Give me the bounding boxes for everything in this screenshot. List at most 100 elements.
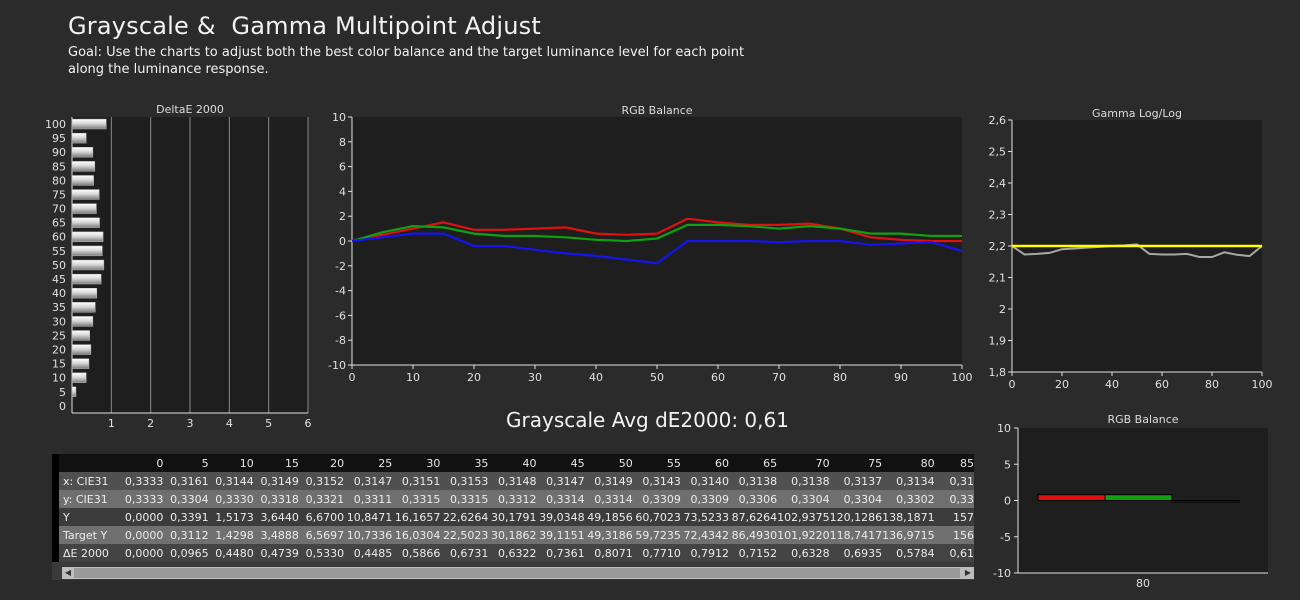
y-tick-label: 2 (339, 210, 346, 223)
y-tick-label: 2 (999, 303, 1006, 316)
table-cell: 0,6328 (777, 544, 830, 562)
table-cell: 0,3302 (882, 490, 935, 508)
table-cell: 102,9375 (777, 508, 830, 526)
table-cell: 156 (934, 526, 974, 544)
column-header: 80 (882, 454, 935, 472)
x-tick-label: 80 (1205, 378, 1219, 391)
y-tick-label: 2,1 (989, 272, 1007, 285)
table-cell: 138,1871 (882, 508, 935, 526)
y-tick-label: 2,3 (989, 209, 1007, 222)
table-cell: 0,3148 (488, 472, 537, 490)
table-cell: 0,3304 (777, 490, 830, 508)
y-tick-label: 0 (339, 235, 346, 248)
y-tick-label: 35 (52, 301, 66, 314)
deltae-bar (71, 358, 90, 369)
y-tick-label: 40 (52, 287, 66, 300)
table-scrollbar[interactable]: ◀ ▶ (62, 567, 974, 579)
table-cell: 0,3309 (680, 490, 729, 508)
y-tick-label: 45 (52, 273, 66, 286)
row-selector (52, 526, 59, 544)
table-cell: 0,3149 (253, 472, 299, 490)
column-header: 85 (934, 454, 974, 472)
rgb-bar (1104, 494, 1173, 501)
y-tick-label: 0 (59, 400, 66, 413)
y-tick-label: 100 (45, 118, 66, 131)
table-row[interactable]: Y 0,0000 0,3391 1,5173 3,6440 6,6700 10,8471 16… (52, 508, 974, 526)
table-cell: 136,9715 (882, 526, 935, 544)
scroll-thumb[interactable] (74, 568, 960, 578)
column-header: 50 (584, 454, 633, 472)
data-table[interactable]: 0 5 10 15 20 25 30 35 40 45 50 55 60 65 70 75 80 85 x: CIE… (52, 454, 974, 580)
column-header: 55 (632, 454, 681, 472)
table-cell: 0,3149 (584, 472, 633, 490)
row-selector (52, 454, 59, 472)
x-tick-label: 1 (108, 417, 115, 430)
table-cell: 22,6264 (440, 508, 489, 526)
table-row[interactable]: x: CIE31 0,3333 0,3161 0,3144 0,3149 0,3152 0,… (52, 472, 974, 490)
column-header: 35 (440, 454, 489, 472)
table-cell: 39,0348 (536, 508, 585, 526)
y-tick-label: -4 (335, 285, 346, 298)
x-tick-label: 100 (1252, 378, 1273, 391)
scroll-left-icon[interactable]: ◀ (64, 568, 72, 577)
chart-title: RGB Balance (1107, 413, 1178, 426)
column-header: 60 (680, 454, 729, 472)
x-tick-label: 90 (894, 371, 908, 384)
table-cell: 0,8071 (584, 544, 633, 562)
table-cell: 30,1862 (488, 526, 537, 544)
y-tick-label: 30 (52, 315, 66, 328)
row-label: y: CIE31 (58, 490, 119, 508)
table-cell: 0,3333 (118, 490, 164, 508)
deltae-bar (71, 330, 90, 341)
table-cell: 101,9220 (777, 526, 830, 544)
y-tick-label: -10 (328, 359, 346, 372)
table-row[interactable]: ΔE 2000 0,0000 0,0965 0,4480 0,4739 0,5330 0,4… (52, 544, 974, 562)
grayscale-avg-de: Grayscale Avg dE2000: 0,61 (506, 408, 789, 432)
deltae-bar (71, 147, 94, 158)
table-row[interactable]: y: CIE31 0,3333 0,3304 0,3330 0,3318 0,3321 0,… (52, 490, 974, 508)
table-cell: 0,3314 (584, 490, 633, 508)
table-cell: 0,3137 (829, 472, 883, 490)
table-cell: 0,3144 (208, 472, 254, 490)
y-tick-label: 25 (52, 329, 66, 342)
table-cell: 10,8471 (344, 508, 393, 526)
y-tick-label: 2,2 (989, 240, 1007, 253)
table-cell: 0,3391 (163, 508, 209, 526)
column-header: 30 (392, 454, 441, 472)
x-tick-label: 4 (226, 417, 233, 430)
table-cell: 0,4739 (253, 544, 299, 562)
y-tick-label: 2,5 (989, 146, 1007, 159)
table-cell: 10,7336 (344, 526, 393, 544)
rgb-balance-bar-chart: RGB Balance 10 5 0 -5 -10 80 (993, 413, 1268, 590)
row-selector (52, 544, 59, 562)
y-tick-label: -2 (335, 260, 346, 273)
deltae-bar (71, 372, 87, 383)
scroll-right-icon[interactable]: ▶ (964, 568, 972, 577)
table-cell: 73,5233 (680, 508, 729, 526)
table-cell: 86,4930 (728, 526, 778, 544)
y-tick-label: 15 (52, 358, 66, 371)
column-header: 75 (829, 454, 883, 472)
table-cell: 16,0304 (392, 526, 441, 544)
chart-title: Gamma Log/Log (1092, 107, 1182, 120)
column-header: 45 (536, 454, 585, 472)
column-header: 10 (208, 454, 254, 472)
row-label: x: CIE31 (58, 472, 119, 490)
deltae-bar (71, 118, 107, 130)
x-axis-label: 80 (1136, 577, 1150, 590)
table-row[interactable]: Target Y 0,0000 0,3112 1,4298 3,4888 6,5697 10… (52, 526, 974, 544)
column-header: 40 (488, 454, 537, 472)
table-cell: 0,6322 (488, 544, 537, 562)
x-tick-label: 2 (147, 417, 154, 430)
table-cell: 0,3304 (163, 490, 209, 508)
table-cell: 0,3306 (728, 490, 778, 508)
deltae-bar (71, 316, 94, 327)
y-tick-label: 2,6 (989, 114, 1007, 127)
gamma-chart: Gamma Log/Log 2,6 2,5 2,4 2,3 2,2 2,1 2 1,9 1,80 2… (989, 107, 1273, 391)
table-cell: 0,3152 (298, 472, 345, 490)
x-tick-label: 60 (1155, 378, 1169, 391)
x-tick-label: 60 (711, 371, 725, 384)
table-cell: 0,3140 (680, 472, 729, 490)
table-cell: 87,6264 (728, 508, 778, 526)
table-cell: 0,0000 (118, 544, 164, 562)
